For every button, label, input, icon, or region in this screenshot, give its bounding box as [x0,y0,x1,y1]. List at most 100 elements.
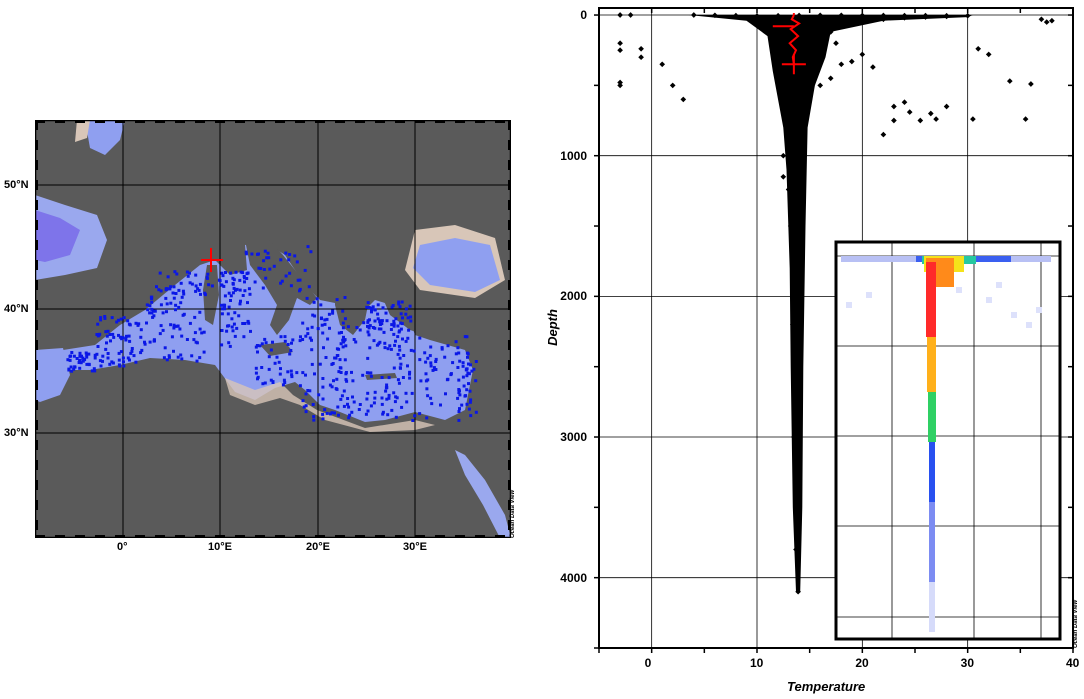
station-point [96,345,100,348]
station-point [339,371,343,374]
station-point [268,267,272,271]
station-point [370,310,373,314]
station-point [390,323,394,327]
station-point [390,305,394,309]
station-point [378,323,382,326]
data-point [880,131,887,138]
inset-sparse-cell [996,282,1002,288]
data-point [785,186,792,193]
station-point [311,313,315,317]
station-point [174,308,177,312]
station-point [96,322,100,326]
data-point [617,47,623,54]
lon-label-30e: 30°E [403,541,427,553]
station-point [243,280,246,284]
station-point [220,312,224,316]
station-point [310,362,314,366]
station-point [430,402,434,406]
station-point [279,258,283,262]
station-point [167,354,171,358]
station-point [273,361,277,365]
data-point [1028,81,1034,87]
station-point [254,366,258,370]
station-point [284,274,288,278]
station-point [263,249,267,253]
station-point [132,354,136,358]
station-point [283,335,287,339]
map-tick [35,400,38,410]
x-tick-label: 40 [1066,656,1080,670]
inset-density-band [929,582,935,632]
station-point [245,277,249,280]
map-tick [35,360,38,370]
station-point [155,285,158,289]
data-point [943,13,950,20]
station-point [234,270,238,274]
inset-density-band [927,337,936,392]
station-point [84,351,88,355]
station-point [262,268,266,271]
station-point [368,318,371,322]
station-point [150,300,154,304]
station-point [286,343,290,346]
station-point [369,404,373,408]
data-point [906,109,913,115]
station-point [425,416,429,420]
y-axis-title: Depth [544,309,560,346]
inset-density-band [929,502,935,582]
map-tick [115,120,125,123]
station-point [68,358,72,362]
station-point [460,403,464,407]
station-point [75,357,79,360]
station-point [288,253,292,256]
station-point [243,322,247,325]
station-point [299,335,302,339]
station-point [112,335,116,339]
station-point [376,312,380,316]
station-point [257,252,260,256]
map-tick [35,260,38,270]
station-point [392,332,396,336]
lon-label-0: 0° [117,541,128,553]
inset-sparse-cell [986,297,992,303]
data-point [680,96,687,103]
station-point [280,279,284,283]
station-point [392,319,396,323]
station-point [339,366,343,370]
station-point [134,360,138,364]
map-tick [195,535,205,538]
station-point [117,358,121,362]
station-point [233,311,237,315]
station-point [106,329,110,333]
station-point [369,371,373,375]
north-africa-sand [225,378,435,432]
inset-sparse-cell [846,302,852,308]
station-point [444,392,447,396]
station-point [149,295,153,299]
station-point [196,287,200,291]
station-point [66,358,70,362]
station-point [345,379,349,383]
station-point [408,370,412,374]
station-point [329,412,332,416]
station-point [394,395,398,399]
data-point [806,40,813,47]
inset-density-band [929,442,935,502]
station-point [469,363,472,367]
station-point [242,335,246,339]
station-point [225,329,229,333]
station-point [83,358,87,361]
station-point [264,276,268,280]
station-point [241,322,245,325]
station-point [139,328,143,332]
station-point [296,278,300,282]
map-tick [295,535,305,538]
lon-label-20e: 20°E [306,541,330,553]
map-tick [35,200,38,210]
station-point [185,338,189,341]
station-point [301,399,305,403]
station-point [161,311,165,315]
data-point [817,12,824,19]
station-point [373,390,377,394]
map-tick [315,120,325,123]
